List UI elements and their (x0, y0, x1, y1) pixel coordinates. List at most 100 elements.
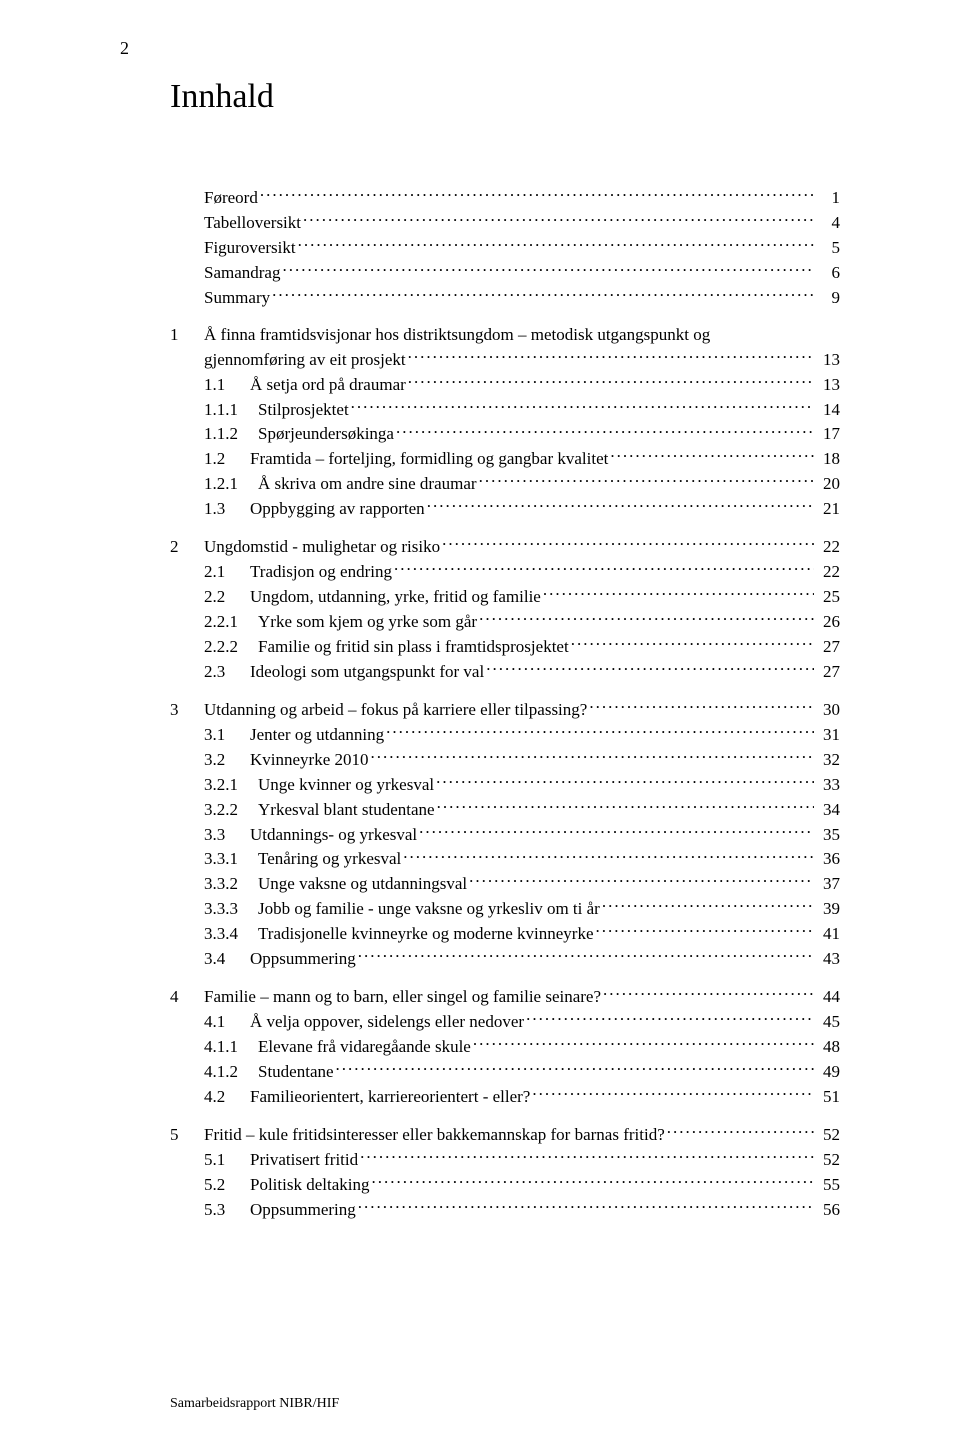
toc-number: 2 (170, 536, 204, 559)
toc-number: 3.2 (204, 749, 250, 772)
toc-page: 45 (816, 1011, 840, 1034)
toc-line: Tabelloversikt 4 (170, 211, 840, 235)
toc-label: Jobb og familie - unge vaksne og yrkesli… (258, 898, 600, 921)
toc-number: 1.2 (204, 448, 250, 471)
toc-line: Samandrag6 (170, 261, 840, 285)
toc-page: 27 (816, 636, 840, 659)
toc-label: Å finna framtidsvisjonar hos distriktsun… (204, 324, 710, 347)
toc-label: Utdanning og arbeid – fokus på karriere … (204, 699, 587, 722)
toc-number: 4.2 (204, 1086, 250, 1109)
toc-page: 52 (816, 1124, 840, 1147)
toc-leader-dots (351, 398, 814, 415)
toc-number: 5.3 (204, 1199, 250, 1222)
toc-leader-dots (532, 1085, 814, 1102)
toc-label: Tabelloversikt (204, 212, 301, 235)
toc-leader-dots (479, 610, 814, 627)
toc-label: Utdannings- og yrkesval (250, 824, 417, 847)
toc-leader-dots (371, 748, 814, 765)
toc-line: 1.1Å setja ord på draumar13 (170, 373, 840, 397)
toc-page: 4 (816, 212, 840, 235)
toc-page: 32 (816, 749, 840, 772)
toc-number: 2.2.2 (204, 636, 258, 659)
toc-page: 35 (816, 824, 840, 847)
toc-leader-dots (396, 422, 814, 439)
toc-number: 4.1 (204, 1011, 250, 1034)
toc-line: 3.2.1Unge kvinner og yrkesval33 (170, 773, 840, 797)
toc-line: 1.1.2Spørjeundersøkinga17 (170, 422, 840, 446)
toc-leader-dots (336, 1060, 814, 1077)
toc-leader-dots (386, 723, 814, 740)
toc-page: 30 (816, 699, 840, 722)
toc-line: 2Ungdomstid - mulighetar og risiko22 (170, 535, 840, 559)
toc-label: Familieorientert, karriereorientert - el… (250, 1086, 530, 1109)
toc-line: 5.2Politisk deltaking 55 (170, 1173, 840, 1197)
toc-line: 5.1Privatisert fritid52 (170, 1148, 840, 1172)
toc-leader-dots (298, 236, 814, 253)
toc-line: 5.3Oppsummering56 (170, 1198, 840, 1222)
toc-label: Unge vaksne og utdanningsval (258, 873, 467, 896)
toc-number: 3.3.3 (204, 898, 258, 921)
toc-line: 3.3.3Jobb og familie - unge vaksne og yr… (170, 897, 840, 921)
toc-line: gjennomføring av eit prosjekt 13 (170, 348, 840, 372)
toc-line: 3Utdanning og arbeid – fokus på karriere… (170, 698, 840, 722)
toc-number: 3.3.2 (204, 873, 258, 896)
toc-leader-dots (526, 1010, 814, 1027)
toc-number: 3 (170, 699, 204, 722)
toc-number: 3.2.1 (204, 774, 258, 797)
toc-page: 51 (816, 1086, 840, 1109)
toc-page: 6 (816, 262, 840, 285)
toc-label: Oppbygging av rapporten (250, 498, 425, 521)
toc-page: 34 (816, 799, 840, 822)
toc-page: 13 (816, 374, 840, 397)
toc-page: 22 (816, 561, 840, 584)
toc-number: 5.2 (204, 1174, 250, 1197)
toc-page: 1 (816, 187, 840, 210)
toc-line: 3.3.4Tradisjonelle kvinneyrke og moderne… (170, 922, 840, 946)
toc-line: 2.3Ideologi som utgangspunkt for val27 (170, 660, 840, 684)
toc-leader-dots (394, 560, 814, 577)
toc-label: Familie og fritid sin plass i framtidspr… (258, 636, 569, 659)
toc-label: Elevane frå vidaregåande skule (258, 1036, 471, 1059)
toc-line: 2.2.1Yrke som kjem og yrke som går26 (170, 610, 840, 634)
footer-text: Samarbeidsrapport NIBR/HIF (170, 1396, 339, 1412)
page-number: 2 (120, 38, 129, 59)
toc-page: 37 (816, 873, 840, 896)
toc-leader-dots (437, 798, 814, 815)
toc-line: 3.1Jenter og utdanning31 (170, 723, 840, 747)
page-title: Innhald (170, 78, 840, 116)
toc-line: 1.3Oppbygging av rapporten21 (170, 497, 840, 521)
toc-page: 55 (816, 1174, 840, 1197)
toc-line: 3.3Utdannings- og yrkesval 35 (170, 823, 840, 847)
toc-page: 5 (816, 237, 840, 260)
toc-page: 49 (816, 1061, 840, 1084)
toc-page: 48 (816, 1036, 840, 1059)
toc-label: Tradisjon og endring (250, 561, 392, 584)
toc-page: 13 (816, 349, 840, 372)
toc-number: 1.1.1 (204, 399, 258, 422)
toc-line: 4Familie – mann og to barn, eller singel… (170, 985, 840, 1009)
toc-leader-dots (360, 1148, 814, 1165)
toc-line: 3.2.2Yrkesval blant studentane34 (170, 798, 840, 822)
toc-leader-dots (596, 922, 814, 939)
toc-leader-dots (469, 872, 814, 889)
toc-page: 17 (816, 423, 840, 446)
toc-page: 39 (816, 898, 840, 921)
toc-leader-dots (486, 660, 814, 677)
toc-line: 1Å finna framtidsvisjonar hos distriktsu… (170, 324, 840, 347)
toc-number: 3.3 (204, 824, 250, 847)
toc-line: 3.2Kvinneyrke 201032 (170, 748, 840, 772)
toc-page: 44 (816, 986, 840, 1009)
toc-number: 3.1 (204, 724, 250, 747)
toc-label: Yrke som kjem og yrke som går (258, 611, 477, 634)
toc-number: 1.3 (204, 498, 250, 521)
toc-label: Politisk deltaking (250, 1174, 369, 1197)
toc-leader-dots (358, 947, 814, 964)
table-of-contents: Føreord1Tabelloversikt4Figuroversikt5Sam… (170, 186, 840, 1222)
toc-number: 3.3.4 (204, 923, 258, 946)
toc-line: 4.1.1Elevane frå vidaregåande skule48 (170, 1035, 840, 1059)
toc-label: gjennomføring av eit prosjekt (204, 349, 406, 372)
toc-label: Å velja oppover, sidelengs eller nedover (250, 1011, 524, 1034)
toc-label: Familie – mann og to barn, eller singel … (204, 986, 601, 1009)
toc-line: Føreord1 (170, 186, 840, 210)
toc-label: Å skriva om andre sine draumar (258, 473, 477, 496)
